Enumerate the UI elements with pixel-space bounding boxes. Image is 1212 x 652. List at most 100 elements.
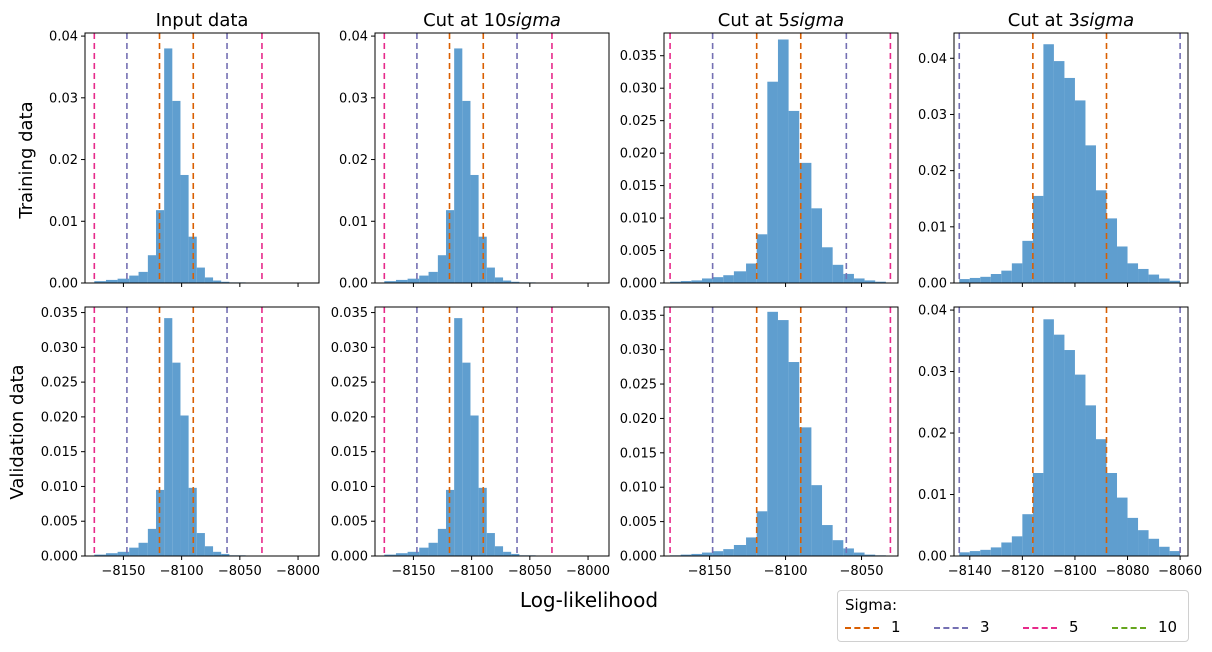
y-tick-label: 0.010 bbox=[620, 212, 657, 227]
histogram-bar bbox=[221, 281, 230, 283]
histogram-bar bbox=[777, 320, 789, 556]
histogram-panel-training-4: 0.00 0.01 0.02 0.03 0.04 Cut at 3sigma bbox=[918, 10, 1189, 292]
histogram-bar bbox=[129, 275, 139, 283]
histogram-bar bbox=[853, 278, 865, 283]
histogram-bar bbox=[980, 549, 991, 556]
histogram-bar bbox=[384, 554, 396, 556]
histogram-bar bbox=[428, 271, 438, 283]
histogram-bar bbox=[712, 277, 724, 283]
histogram-bar bbox=[822, 525, 833, 556]
histogram-bar bbox=[454, 318, 463, 556]
y-tick-label: 0.025 bbox=[620, 114, 657, 129]
histogram-bar bbox=[1043, 319, 1054, 556]
histogram-bar bbox=[1085, 145, 1096, 283]
y-tick-label: 0.01 bbox=[918, 220, 947, 235]
histogram-bar bbox=[1127, 517, 1139, 556]
histogram-bar bbox=[1095, 190, 1107, 283]
y-tick-label: 0.010 bbox=[41, 480, 78, 495]
histogram-bar bbox=[959, 279, 970, 283]
histogram-bar bbox=[437, 528, 447, 556]
histogram-bar bbox=[1001, 270, 1012, 283]
histogram-bar bbox=[811, 485, 823, 556]
y-tick-label: 0.010 bbox=[620, 481, 657, 496]
x-tick-label: −8150 bbox=[391, 564, 435, 579]
histogram-bar bbox=[437, 255, 447, 283]
histogram-bar bbox=[853, 552, 865, 556]
histogram-bar bbox=[221, 553, 230, 556]
sigma-legend: Sigma: 1 3 5 10 bbox=[837, 590, 1189, 642]
histogram-bar bbox=[1159, 546, 1170, 556]
legend-swatch-sigma-5 bbox=[1023, 627, 1057, 629]
y-tick-label: 0.015 bbox=[620, 179, 657, 194]
histogram-bar bbox=[478, 236, 487, 283]
histogram-bar bbox=[1022, 240, 1033, 283]
axes-frame bbox=[84, 306, 320, 557]
y-tick-label: 0.010 bbox=[331, 480, 368, 495]
legend-title: Sigma: bbox=[845, 596, 898, 614]
histogram-bar bbox=[407, 278, 420, 283]
histogram-bar bbox=[1127, 263, 1139, 283]
histogram-bar bbox=[511, 553, 520, 556]
histogram-bar bbox=[196, 533, 205, 556]
histogram-bar bbox=[180, 415, 189, 556]
histogram-panel-validation-3: 0.000 0.005 0.010 0.015 0.020 0.025 0.030 0.035… bbox=[620, 306, 899, 579]
x-tick-label: −8100 bbox=[764, 564, 808, 579]
histogram-bar bbox=[822, 247, 833, 283]
histogram-bar bbox=[756, 511, 768, 556]
y-tick-label: 0.005 bbox=[41, 515, 78, 530]
y-tick-label: 0.020 bbox=[331, 410, 368, 425]
legend-swatch-sigma-10 bbox=[1112, 627, 1146, 629]
y-tick-label: 0.020 bbox=[620, 147, 657, 162]
y-tick-label: 0.025 bbox=[41, 376, 78, 391]
histogram-bar bbox=[138, 542, 148, 556]
histogram-bar bbox=[799, 162, 812, 283]
histogram-bar bbox=[969, 277, 981, 283]
axes-frame bbox=[953, 32, 1189, 284]
histogram-bar bbox=[395, 553, 408, 556]
y-tick-label: 0.015 bbox=[331, 445, 368, 460]
histogram-bar bbox=[1085, 405, 1096, 556]
histogram-bar bbox=[94, 554, 106, 556]
y-tick-label: 0.04 bbox=[918, 52, 947, 67]
histogram-bar bbox=[213, 551, 222, 556]
legend-item-sigma-3: 3 bbox=[934, 618, 1014, 638]
histogram-panel-training-2: 0.00 0.01 0.02 0.03 0.04 Cut at 10sigma bbox=[339, 10, 610, 292]
axes-frame bbox=[663, 306, 899, 557]
y-tick-label: 0.000 bbox=[620, 550, 657, 565]
histogram-bar bbox=[1106, 218, 1118, 283]
legend-label-sigma-10: 10 bbox=[1158, 618, 1178, 636]
histogram-bar bbox=[164, 48, 173, 283]
y-tick-label: 0.000 bbox=[620, 277, 657, 292]
histogram-bar bbox=[670, 281, 681, 283]
histogram-bar bbox=[138, 271, 148, 283]
y-tick-label: 0.005 bbox=[620, 244, 657, 259]
axes-frame bbox=[374, 32, 610, 284]
histogram-bar bbox=[511, 281, 520, 283]
histogram-bar bbox=[746, 537, 757, 556]
histogram-bar bbox=[723, 549, 734, 556]
histogram-bar bbox=[503, 280, 512, 283]
y-tick-label: 0.030 bbox=[41, 341, 78, 356]
histogram-bar bbox=[788, 362, 800, 556]
axes-frame bbox=[374, 306, 610, 557]
row-label-training: Training data bbox=[16, 101, 37, 219]
y-tick-label: 0.01 bbox=[49, 215, 78, 230]
x-tick-label: −8120 bbox=[1000, 564, 1044, 579]
y-tick-label: 0.04 bbox=[339, 30, 368, 45]
row-label-validation: Validation data bbox=[7, 364, 28, 499]
axes-frame bbox=[663, 32, 899, 284]
y-tick-label: 0.00 bbox=[918, 550, 947, 565]
y-tick-label: 0.035 bbox=[41, 306, 78, 321]
legend-label-sigma-3: 3 bbox=[980, 618, 990, 636]
x-tick-label: −8150 bbox=[688, 564, 732, 579]
histogram-bar bbox=[980, 276, 991, 283]
y-tick-label: 0.03 bbox=[918, 365, 947, 380]
legend-swatch-sigma-1 bbox=[845, 627, 879, 629]
column-title: Cut at 3sigma bbox=[1008, 10, 1134, 31]
histogram-bar bbox=[164, 318, 173, 556]
x-tick-label: −8100 bbox=[450, 564, 494, 579]
histogram-bar bbox=[701, 278, 713, 283]
histogram-bar bbox=[117, 278, 130, 283]
legend-item-sigma-10: 10 bbox=[1112, 618, 1192, 638]
histogram-bar bbox=[188, 236, 197, 283]
